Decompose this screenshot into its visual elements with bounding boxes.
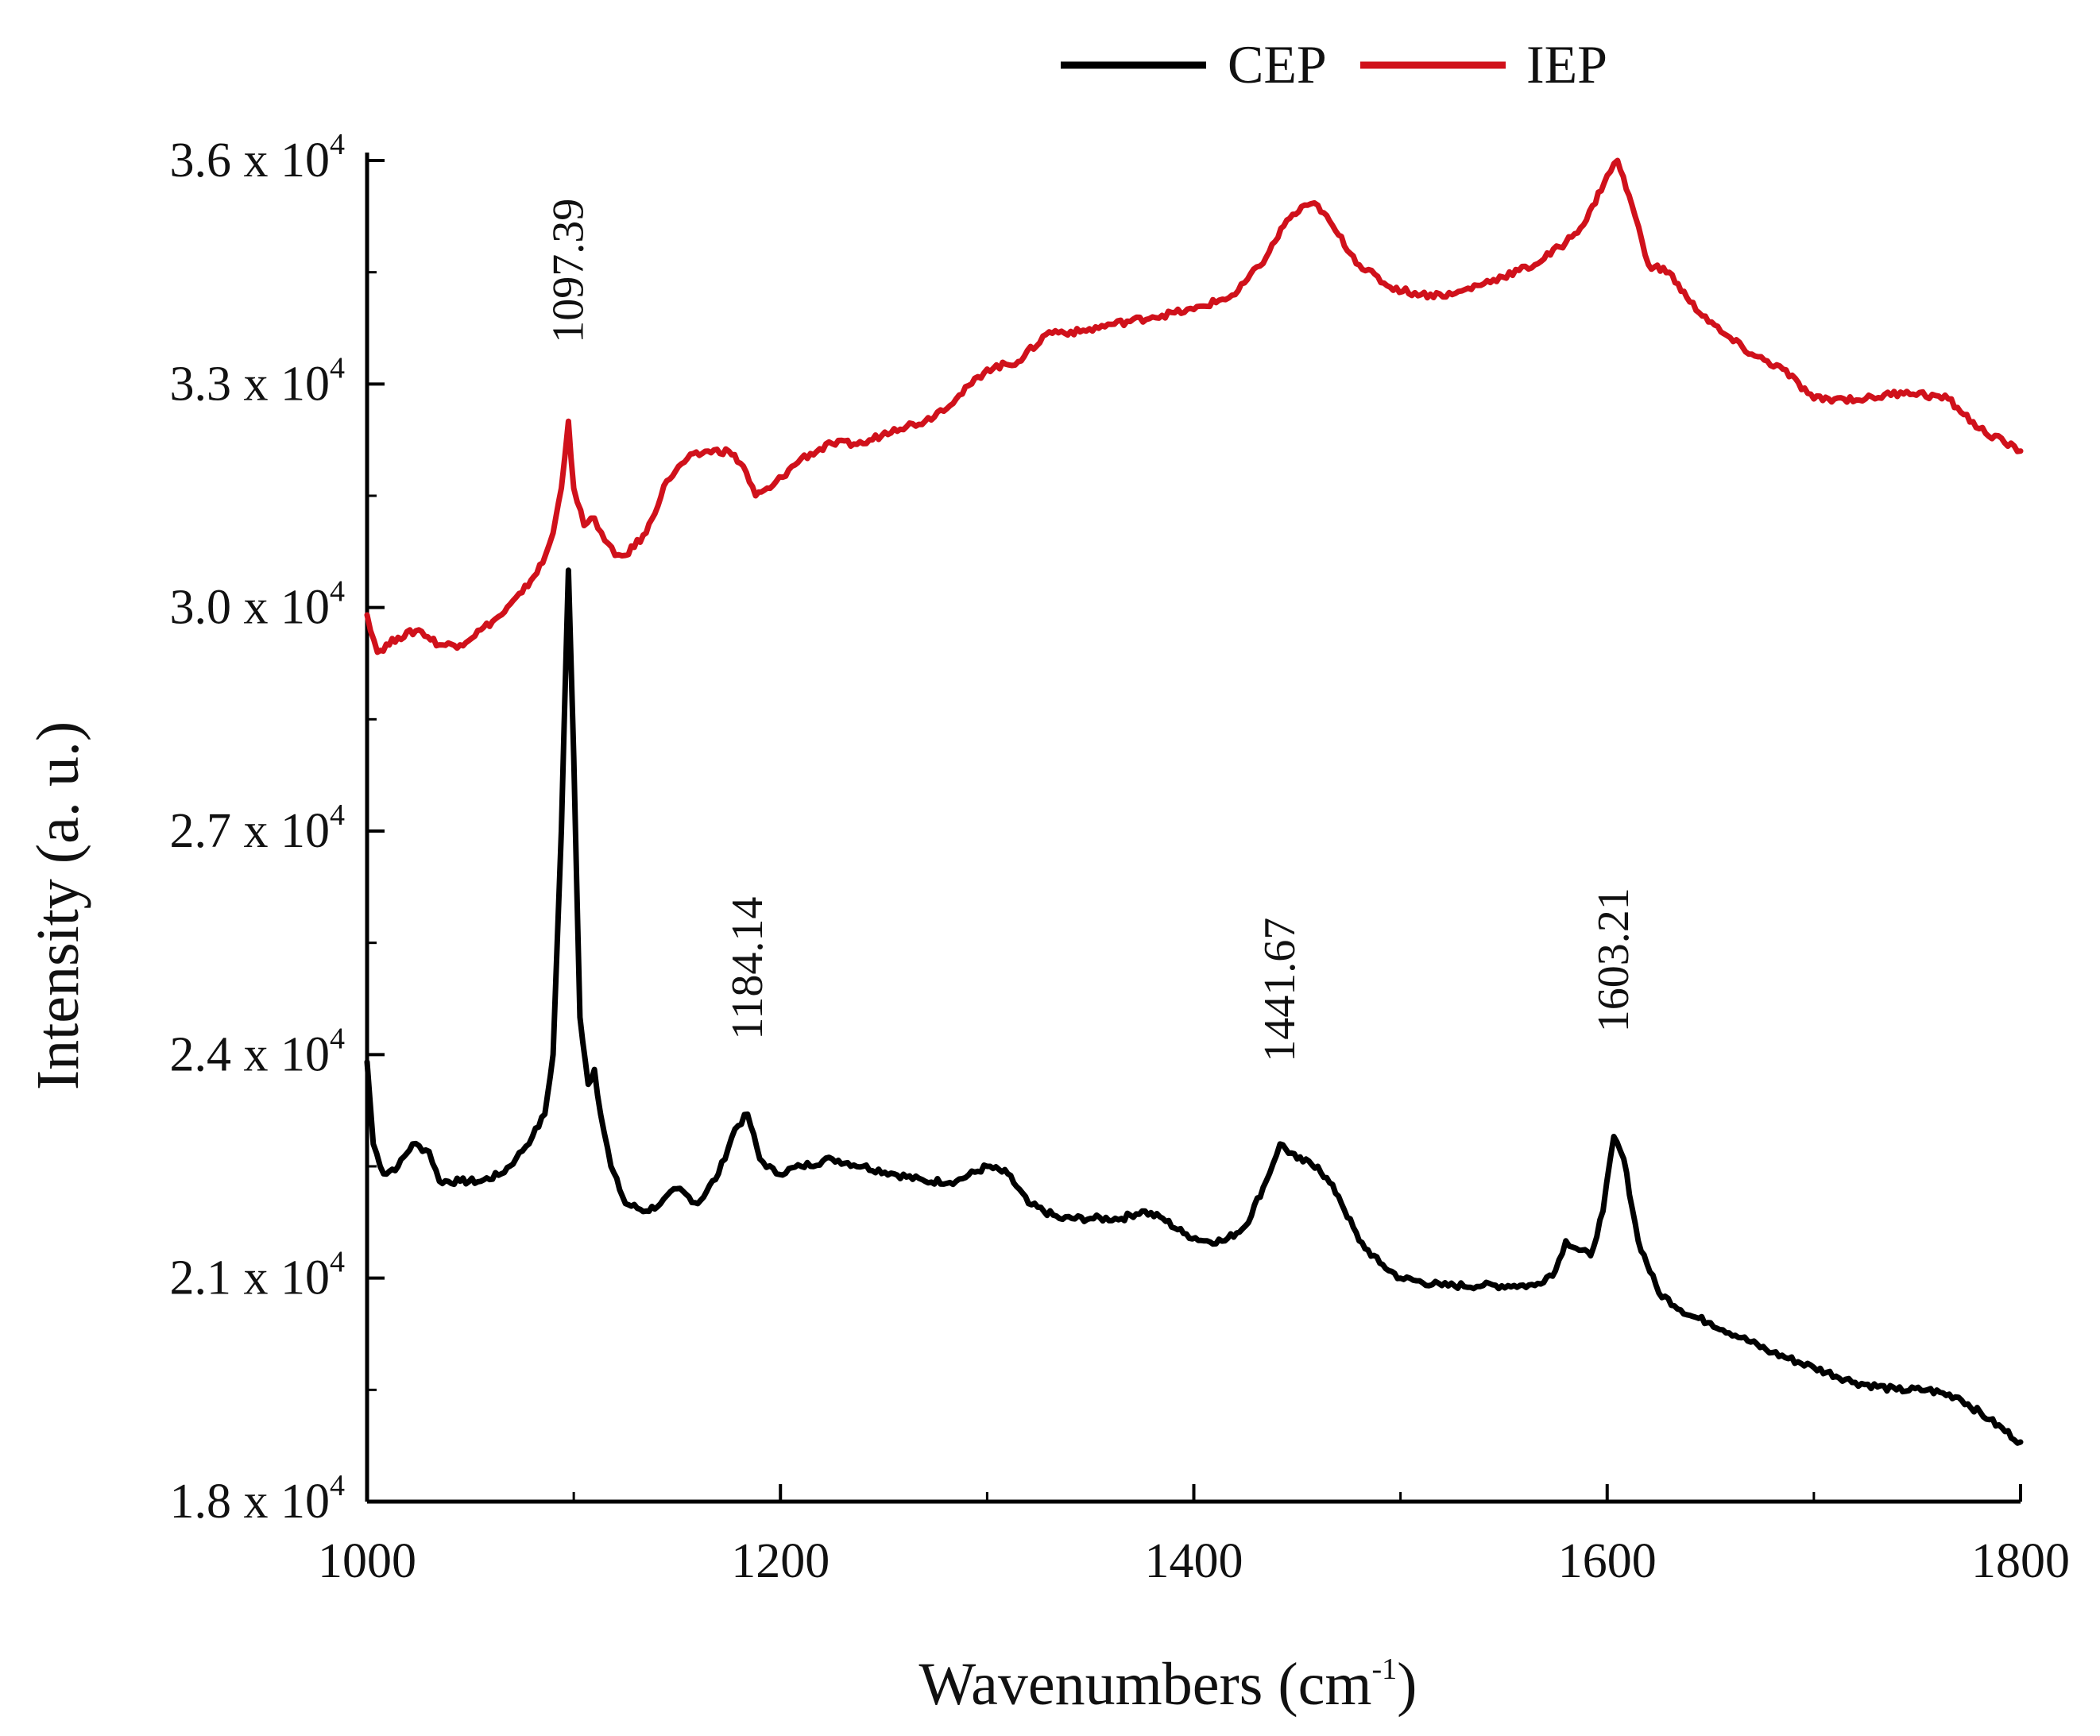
y-tick-exponent: 4	[330, 351, 345, 385]
y-tick-mantissa: 1.8	[170, 1475, 244, 1529]
y-axis-title: Intensity (a. u.)	[25, 721, 91, 1090]
y-tick-exponent: 4	[330, 575, 345, 609]
y-tick-base: 10	[280, 357, 330, 411]
y-tick-mantissa: 2.4	[170, 1027, 244, 1081]
y-tick-label: 1.8 x 104	[170, 1469, 346, 1529]
y-tick-base: 10	[280, 581, 330, 635]
x-tick-label: 1800	[1971, 1534, 2070, 1588]
y-tick-times: x	[244, 1251, 281, 1305]
legend-label-cep: CEP	[1228, 34, 1327, 95]
legend-label-iep: IEP	[1526, 34, 1607, 95]
x-axis-title-end: )	[1397, 1651, 1417, 1718]
y-tick-times: x	[244, 1475, 281, 1529]
x-tick-label: 1400	[1145, 1534, 1243, 1588]
y-tick-mantissa: 2.1	[170, 1251, 244, 1305]
y-tick-label: 2.4 x 104	[170, 1022, 346, 1081]
y-tick-label: 3.6 x 104	[170, 128, 346, 188]
annotations: 1097.39 1184.14 1441.67 1603.21	[543, 199, 1638, 1062]
y-tick-label: 2.7 x 104	[170, 798, 346, 858]
y-tick-mantissa: 2.7	[170, 804, 244, 858]
y-tick-exponent: 4	[330, 1469, 345, 1502]
legend: CEP IEP	[1061, 34, 1607, 95]
y-tick-times: x	[244, 804, 281, 858]
peak-annotation: 1184.14	[723, 897, 772, 1040]
series-layer	[364, 157, 2024, 1446]
x-axis-title: Wavenumbers (cm-1)	[919, 1651, 1417, 1718]
y-tick-base: 10	[280, 804, 330, 858]
peak-annotation: 1441.67	[1255, 918, 1305, 1062]
peak-annotation: 1603.21	[1589, 887, 1638, 1032]
x-axis-title-text: Wavenumbers (cm	[919, 1651, 1372, 1718]
y-tick-times: x	[244, 133, 281, 188]
y-tick-mantissa: 3.0	[170, 581, 244, 635]
y-tick-label: 3.3 x 104	[170, 351, 346, 411]
series-line-iep	[364, 157, 2024, 655]
y-tick-label: 2.1 x 104	[170, 1246, 346, 1305]
y-tick-exponent: 4	[330, 798, 345, 832]
x-tick-label: 1600	[1558, 1534, 1657, 1588]
peak-annotation: 1097.39	[543, 199, 593, 343]
y-tick-mantissa: 3.6	[170, 133, 244, 188]
y-tick-base: 10	[280, 1251, 330, 1305]
y-tick-times: x	[244, 581, 281, 635]
y-tick-base: 10	[280, 1475, 330, 1529]
y-tick-exponent: 4	[330, 1022, 345, 1055]
x-tick-label: 1000	[318, 1534, 416, 1588]
y-tick-times: x	[244, 357, 281, 411]
y-tick-mantissa: 3.3	[170, 357, 244, 411]
y-tick-base: 10	[280, 133, 330, 188]
y-tick-exponent: 4	[330, 128, 345, 161]
series-line-cep	[364, 567, 2024, 1446]
x-axis-title-sup: -1	[1372, 1653, 1398, 1686]
x-tick-label: 1200	[731, 1534, 830, 1588]
y-tick-times: x	[244, 1027, 281, 1081]
y-tick-base: 10	[280, 1027, 330, 1081]
y-tick-label: 3.0 x 104	[170, 575, 346, 635]
y-tick-exponent: 4	[330, 1246, 345, 1279]
